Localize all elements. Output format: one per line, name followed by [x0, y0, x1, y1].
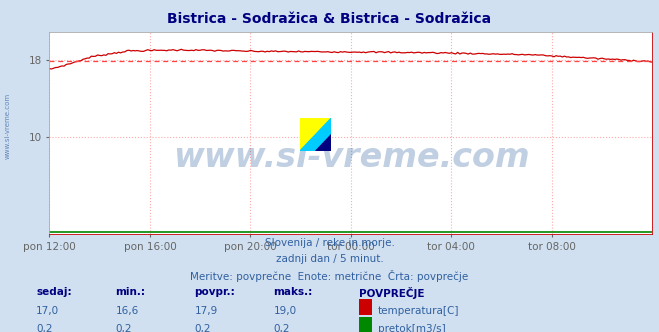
Text: maks.:: maks.: — [273, 287, 313, 297]
Text: Slovenija / reke in morje.: Slovenija / reke in morje. — [264, 238, 395, 248]
Text: Meritve: povprečne  Enote: metrične  Črta: povprečje: Meritve: povprečne Enote: metrične Črta:… — [190, 270, 469, 282]
Text: sedaj:: sedaj: — [36, 287, 72, 297]
Text: 16,6: 16,6 — [115, 306, 138, 316]
Text: povpr.:: povpr.: — [194, 287, 235, 297]
Polygon shape — [300, 118, 331, 151]
Polygon shape — [300, 118, 331, 151]
Text: 0,2: 0,2 — [115, 324, 132, 332]
Text: 17,9: 17,9 — [194, 306, 217, 316]
Polygon shape — [316, 134, 331, 151]
Text: www.si-vreme.com: www.si-vreme.com — [173, 141, 529, 174]
Text: Bistrica - Sodražica & Bistrica - Sodražica: Bistrica - Sodražica & Bistrica - Sodraž… — [167, 12, 492, 26]
Text: pretok[m3/s]: pretok[m3/s] — [378, 324, 445, 332]
Text: temperatura[C]: temperatura[C] — [378, 306, 459, 316]
Text: 17,0: 17,0 — [36, 306, 59, 316]
Text: www.si-vreme.com: www.si-vreme.com — [5, 93, 11, 159]
Text: 0,2: 0,2 — [36, 324, 53, 332]
Text: 19,0: 19,0 — [273, 306, 297, 316]
Text: 0,2: 0,2 — [273, 324, 290, 332]
Text: zadnji dan / 5 minut.: zadnji dan / 5 minut. — [275, 254, 384, 264]
Text: min.:: min.: — [115, 287, 146, 297]
Text: 0,2: 0,2 — [194, 324, 211, 332]
Text: POVPREČJE: POVPREČJE — [359, 287, 424, 299]
